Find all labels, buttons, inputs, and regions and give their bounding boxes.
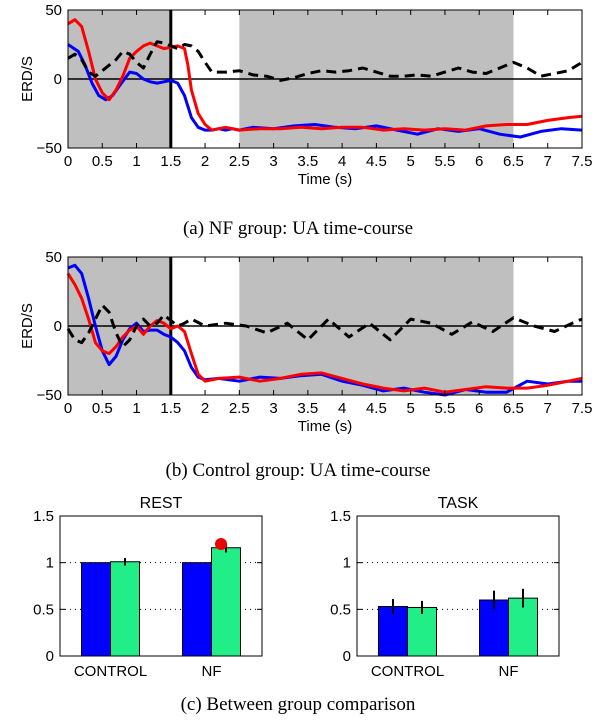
control-time-course-chart: 0 0.5 1 1.5 2 2.5 3 3.5 4 4.5 5 5.5 6 6.5 7 7.5−50050Ti…: [19, 249, 592, 435]
x-tick-label: 6.5: [503, 153, 524, 170]
caption-c: (c) Between group comparison: [181, 694, 416, 715]
x-tick-label: 3.5: [297, 400, 318, 417]
x-tick-label: 4.5: [366, 153, 387, 170]
x-tick-label: 4: [338, 153, 346, 170]
x-tick-label: 3: [269, 153, 277, 170]
x-axis-label: Time (s): [298, 418, 352, 435]
y-tick-label: 1: [343, 555, 351, 572]
y-tick-label: 0: [54, 71, 62, 88]
category-label: CONTROL: [74, 663, 147, 680]
x-tick-label: 1: [132, 400, 140, 417]
series-line-2: [67, 40, 583, 82]
series-line-1: [67, 18, 583, 132]
x-tick-label: 4.5: [366, 400, 387, 417]
y-axis-label: ERD/S: [19, 56, 36, 102]
chart-title: TASK: [438, 495, 479, 512]
x-tick-label: 6.5: [503, 400, 524, 417]
x-tick-label: 3: [269, 400, 277, 417]
y-tick-label: −50: [37, 387, 62, 404]
y-tick-label: 0: [343, 648, 351, 665]
plot-frame: [59, 515, 263, 657]
category-label: CONTROL: [371, 663, 444, 680]
x-tick-label: 6: [475, 400, 483, 417]
series-line-2: [66, 303, 583, 349]
x-tick-label: 2.5: [229, 153, 250, 170]
bar-0: [81, 562, 111, 657]
category-label: NF: [499, 663, 519, 680]
x-tick-label: 1.5: [160, 400, 181, 417]
y-tick-label: 1.5: [33, 508, 54, 525]
rest-bar-chart: CONTROL NF 0 0.5 1 1.5 REST: [33, 495, 263, 680]
x-tick-label: 3.5: [297, 153, 318, 170]
caption-b: (b) Control group: UA time-course: [166, 460, 431, 481]
x-tick-label: 2.5: [229, 400, 250, 417]
x-tick-label: 0: [64, 400, 72, 417]
x-tick-label: 5: [406, 153, 414, 170]
bar-1: [211, 547, 241, 657]
series-line-1: [66, 272, 583, 394]
bar-1: [407, 606, 437, 657]
bar-1: [110, 561, 140, 657]
y-tick-label: 0: [54, 318, 62, 335]
x-tick-label: 5: [406, 400, 414, 417]
y-tick-label: 50: [45, 249, 62, 266]
x-tick-label: 0.5: [92, 153, 113, 170]
x-tick-label: 0: [64, 153, 72, 170]
x-tick-label: 1.5: [160, 153, 181, 170]
y-axis-label: ERD/S: [19, 303, 36, 349]
category-label: NF: [202, 663, 222, 680]
y-tick-label: −50: [37, 140, 62, 157]
x-tick-label: 7.5: [572, 153, 593, 170]
y-tick-label: 1.5: [330, 508, 351, 525]
bar-0: [182, 562, 212, 657]
x-tick-label: 4: [338, 400, 346, 417]
x-tick-label: 0.5: [92, 400, 113, 417]
x-tick-label: 5.5: [435, 153, 456, 170]
nf-time-course-chart: 0 0.5 1 1.5 2 2.5 3 3.5 4 4.5 5 5.5 6 6.5 7 7.5−50050Ti…: [19, 2, 592, 188]
y-tick-label: 0.5: [330, 601, 351, 618]
x-tick-label: 1: [132, 153, 140, 170]
x-tick-label: 2: [201, 153, 209, 170]
chart-title: REST: [140, 495, 183, 512]
caption-a: (a) NF group: UA time-course: [183, 218, 413, 239]
x-tick-label: 6: [475, 153, 483, 170]
x-tick-label: 5.5: [435, 400, 456, 417]
x-tick-label: 7: [544, 153, 552, 170]
y-tick-label: 0.5: [33, 601, 54, 618]
task-bar-chart: CONTROL NF 0 0.5 1 1.5 TASK: [330, 495, 560, 680]
y-tick-label: 1: [46, 555, 54, 572]
x-tick-label: 2: [201, 400, 209, 417]
significance-marker: [215, 538, 227, 550]
y-tick-label: 0: [46, 648, 54, 665]
y-tick-label: 50: [45, 2, 62, 19]
x-tick-label: 7.5: [572, 400, 593, 417]
x-tick-label: 7: [544, 400, 552, 417]
plot-frame: [356, 515, 560, 657]
x-axis-label: Time (s): [298, 171, 352, 188]
